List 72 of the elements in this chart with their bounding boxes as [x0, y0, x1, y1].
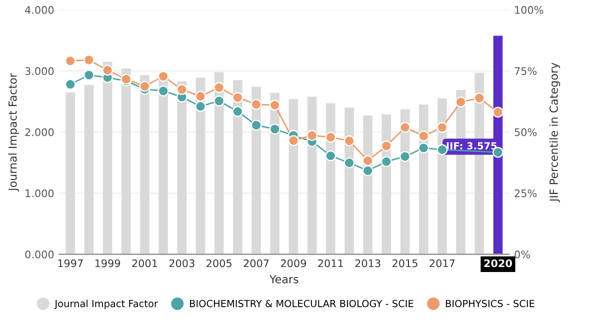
point: [176, 84, 188, 95]
point: [158, 86, 169, 96]
x-axis-title: Years: [269, 275, 298, 284]
point: [288, 135, 299, 146]
y-tick-label: 0.000: [25, 250, 54, 258]
point: [455, 96, 466, 108]
x-tick-label: 2007: [244, 259, 269, 268]
point: [214, 82, 225, 93]
y2-axis-title: JIF Percentile in Category: [549, 62, 560, 202]
point: [232, 92, 244, 103]
x-tick-label: 2011: [318, 259, 343, 268]
point: [436, 144, 448, 156]
point: [474, 92, 485, 104]
y2-tick-label: 100%: [515, 6, 544, 14]
point: [381, 140, 392, 152]
point: [102, 64, 113, 76]
point: [362, 165, 374, 176]
point: [492, 106, 504, 118]
x-tick-label: 2013: [355, 259, 380, 268]
y-tick-label: 1.000: [26, 189, 54, 198]
point: [84, 54, 94, 66]
x-tick-label: 2005: [206, 259, 232, 268]
point: [64, 78, 76, 90]
point: [400, 122, 410, 133]
y2-tick-label: 75%: [514, 67, 537, 76]
point: [325, 132, 336, 143]
point: [418, 142, 430, 154]
point: [381, 156, 392, 168]
point: [344, 135, 355, 146]
y2-tick-label: 25%: [514, 189, 537, 198]
x-tick-label: 2015: [392, 259, 418, 268]
point: [250, 98, 262, 110]
y2-tick-label: 0%: [514, 250, 530, 258]
point: [195, 90, 206, 102]
point: [362, 155, 374, 166]
point: [344, 157, 355, 168]
bar: [140, 75, 150, 254]
point: [232, 106, 244, 117]
x-tick-label: 2001: [132, 259, 158, 268]
point: [400, 151, 410, 162]
point: [84, 70, 94, 80]
point: [269, 124, 280, 135]
point: [325, 150, 336, 162]
point: [250, 120, 262, 131]
point: [195, 100, 206, 112]
point: [269, 100, 280, 111]
y2-tick-label: 50%: [514, 128, 537, 136]
bar: [84, 84, 94, 254]
x-tick-label: 1997: [58, 259, 83, 268]
x-tick-label: 2009: [280, 259, 306, 268]
x-tick-label: 2020: [484, 259, 512, 268]
bar: [158, 79, 168, 254]
point: [418, 130, 430, 142]
legend-label: BIOCHEMISTRY & MOLECULAR BIOLOGY - SCIE: [190, 300, 414, 308]
y-axis-title: Journal Impact Factor: [8, 73, 19, 192]
legend-label: BIOPHYSICS - SCIE: [446, 300, 534, 308]
point: [64, 55, 76, 66]
y-tick-label: 4.000: [25, 6, 54, 14]
legend-label: Journal Impact Factor: [54, 300, 158, 310]
point: [306, 130, 318, 141]
point: [436, 122, 448, 133]
point: [139, 80, 150, 92]
x-tick-label: 1999: [95, 259, 120, 268]
point: [158, 70, 169, 82]
bar: [121, 68, 131, 254]
y-tick-label: 2.000: [25, 128, 54, 136]
point: [214, 96, 225, 106]
y-tick-label: 3.000: [25, 67, 54, 76]
bar: [66, 92, 76, 254]
x-tick-label: 2017: [430, 259, 455, 268]
x-tick-label: 2003: [169, 259, 194, 268]
bar: [233, 80, 242, 254]
